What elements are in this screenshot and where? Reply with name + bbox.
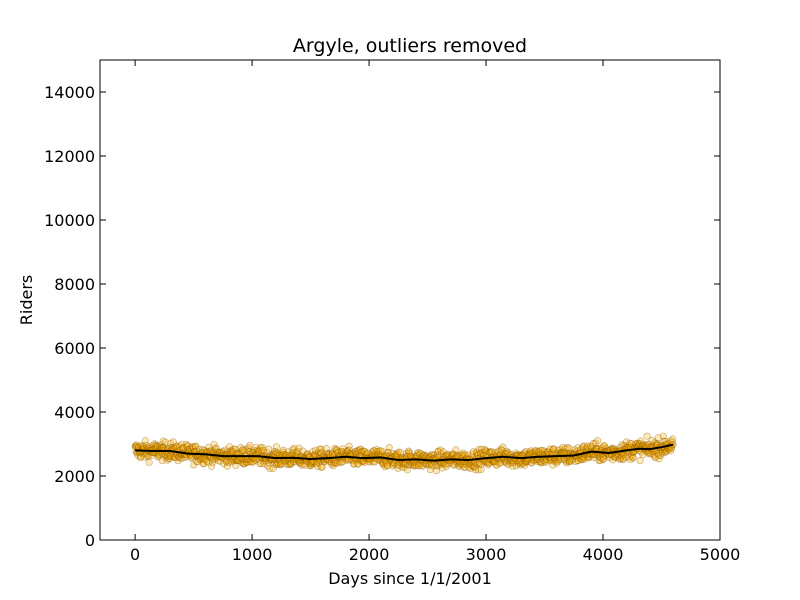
scatter-point	[246, 441, 254, 449]
y-tick-label: 10000	[44, 211, 95, 230]
y-tick-label: 12000	[44, 147, 95, 166]
scatter-point	[594, 437, 602, 445]
y-tick-label: 8000	[54, 275, 95, 294]
scatter-point	[477, 466, 485, 474]
scatter-point	[636, 456, 644, 464]
scatter-points	[131, 432, 677, 475]
scatter-point	[273, 443, 281, 451]
x-tick-label: 5000	[700, 545, 741, 564]
y-tick-label: 4000	[54, 403, 95, 422]
scatter-point	[637, 437, 645, 445]
plot-frame	[99, 59, 721, 541]
y-tick-label: 14000	[44, 83, 95, 102]
x-tick-label: 2000	[349, 545, 390, 564]
trend-line-layer	[135, 443, 674, 462]
scatter-point	[474, 466, 482, 474]
scatter-point	[475, 445, 483, 453]
x-axis-ticks: 0 1000 2000 3000 4000 5000	[130, 60, 740, 564]
scatter-point	[619, 456, 627, 464]
scatter-point	[208, 462, 216, 470]
trend-line	[135, 443, 674, 462]
y-tick-label: 6000	[54, 339, 95, 358]
scatter-point	[223, 462, 231, 470]
x-tick-label: 1000	[232, 545, 273, 564]
scatter-point	[317, 463, 325, 471]
scatter-point	[655, 455, 663, 463]
scatter-point	[669, 435, 677, 443]
scatter-point	[159, 437, 167, 445]
scatter-point	[161, 438, 169, 446]
scatter-point	[659, 432, 667, 440]
y-axis-ticks: 0 2000 4000 6000 8000 10000 12000 14000	[44, 83, 720, 550]
x-tick-label: 4000	[583, 545, 624, 564]
chart-title: Argyle, outliers removed	[293, 35, 527, 57]
scatter-point	[385, 444, 393, 452]
y-tick-label: 2000	[54, 467, 95, 486]
scatter-point	[345, 442, 353, 450]
scatter-point	[643, 432, 651, 440]
x-tick-label: 3000	[466, 545, 507, 564]
scatter-point	[509, 462, 517, 470]
y-axis-title: Riders	[17, 275, 36, 325]
y-tick-label: 0	[85, 531, 95, 550]
scatter-point	[145, 459, 153, 467]
x-tick-label: 0	[130, 545, 140, 564]
x-axis-title: Days since 1/1/2001	[328, 569, 492, 588]
scatter-point	[629, 454, 637, 462]
